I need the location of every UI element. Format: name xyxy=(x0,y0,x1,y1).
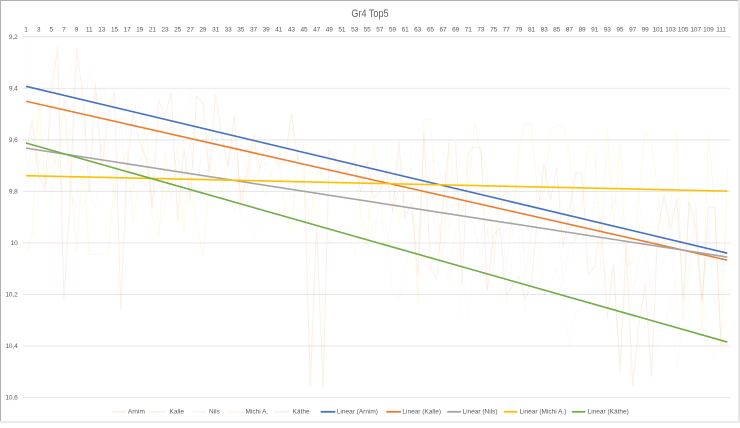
svg-text:Linear (Michi A.): Linear (Michi A.) xyxy=(520,409,567,416)
svg-text:93: 93 xyxy=(604,26,612,33)
svg-text:55: 55 xyxy=(364,26,372,33)
svg-text:33: 33 xyxy=(225,26,233,33)
svg-text:10,6: 10,6 xyxy=(5,395,18,402)
svg-text:111: 111 xyxy=(716,26,726,33)
svg-text:65: 65 xyxy=(427,26,435,33)
svg-text:13: 13 xyxy=(98,26,106,33)
svg-text:89: 89 xyxy=(578,26,586,33)
svg-text:Michi A.: Michi A. xyxy=(246,409,269,416)
svg-text:67: 67 xyxy=(439,26,447,33)
svg-text:77: 77 xyxy=(503,26,511,33)
svg-text:49: 49 xyxy=(326,26,334,33)
svg-text:23: 23 xyxy=(161,26,169,33)
svg-text:9,8: 9,8 xyxy=(9,189,18,196)
svg-text:19: 19 xyxy=(136,26,144,33)
svg-text:85: 85 xyxy=(553,26,561,33)
svg-text:10,4: 10,4 xyxy=(5,343,18,350)
svg-text:57: 57 xyxy=(376,26,384,33)
svg-text:Kalle: Kalle xyxy=(170,409,185,416)
svg-text:75: 75 xyxy=(490,26,498,33)
svg-text:11: 11 xyxy=(86,26,93,33)
svg-text:Käthe: Käthe xyxy=(293,409,310,416)
svg-text:1: 1 xyxy=(24,26,28,33)
svg-text:15: 15 xyxy=(111,26,119,33)
svg-text:3: 3 xyxy=(37,26,41,33)
svg-text:Linear (Nils): Linear (Nils) xyxy=(463,409,498,416)
svg-text:21: 21 xyxy=(149,26,157,33)
svg-text:53: 53 xyxy=(351,26,359,33)
svg-text:9,2: 9,2 xyxy=(9,34,18,41)
svg-text:9,4: 9,4 xyxy=(9,86,18,93)
svg-text:105: 105 xyxy=(678,26,689,33)
svg-text:47: 47 xyxy=(313,26,321,33)
svg-text:43: 43 xyxy=(288,26,296,33)
svg-text:31: 31 xyxy=(212,26,220,33)
svg-text:7: 7 xyxy=(62,26,66,33)
svg-text:39: 39 xyxy=(263,26,271,33)
svg-text:103: 103 xyxy=(665,26,676,33)
svg-text:37: 37 xyxy=(250,26,258,33)
svg-text:95: 95 xyxy=(616,26,624,33)
svg-text:Linear (Arnim): Linear (Arnim) xyxy=(337,409,378,416)
svg-text:73: 73 xyxy=(477,26,485,33)
svg-text:79: 79 xyxy=(515,26,523,33)
svg-text:83: 83 xyxy=(541,26,549,33)
svg-text:9,6: 9,6 xyxy=(9,137,18,144)
svg-text:17: 17 xyxy=(124,26,132,33)
svg-text:109: 109 xyxy=(703,26,714,33)
svg-text:81: 81 xyxy=(528,26,536,33)
svg-text:59: 59 xyxy=(389,26,397,33)
svg-text:Arnim: Arnim xyxy=(128,409,145,416)
svg-text:Linear (Käthe): Linear (Käthe) xyxy=(588,409,629,416)
svg-text:Linear (Kalle): Linear (Kalle) xyxy=(402,409,441,416)
svg-text:61: 61 xyxy=(402,26,410,33)
svg-text:87: 87 xyxy=(566,26,574,33)
svg-text:71: 71 xyxy=(465,26,473,33)
svg-text:9: 9 xyxy=(75,26,79,33)
svg-text:69: 69 xyxy=(452,26,460,33)
svg-text:63: 63 xyxy=(414,26,422,33)
svg-text:99: 99 xyxy=(642,26,650,33)
svg-text:51: 51 xyxy=(338,26,346,33)
svg-text:41: 41 xyxy=(275,26,283,33)
svg-text:91: 91 xyxy=(591,26,599,33)
svg-text:10: 10 xyxy=(11,240,19,247)
svg-text:35: 35 xyxy=(237,26,245,33)
svg-text:27: 27 xyxy=(187,26,195,33)
svg-text:101: 101 xyxy=(653,26,664,33)
svg-text:97: 97 xyxy=(629,26,637,33)
svg-text:25: 25 xyxy=(174,26,182,33)
svg-text:107: 107 xyxy=(690,26,701,33)
svg-text:45: 45 xyxy=(300,26,308,33)
svg-text:Nils: Nils xyxy=(209,409,221,416)
svg-text:10,2: 10,2 xyxy=(5,292,18,299)
svg-text:Gr4 Top5: Gr4 Top5 xyxy=(351,8,388,20)
svg-text:5: 5 xyxy=(50,26,54,33)
svg-text:29: 29 xyxy=(199,26,207,33)
